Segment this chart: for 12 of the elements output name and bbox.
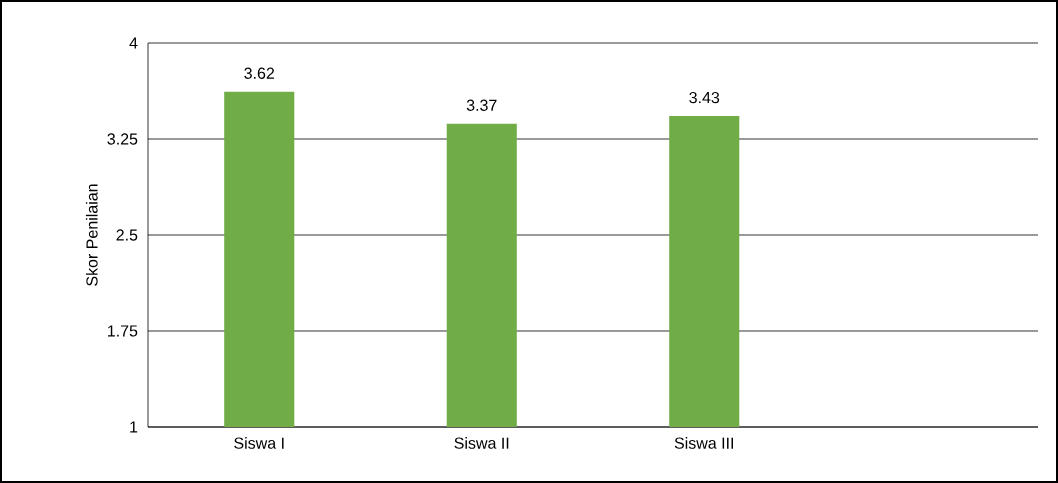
y-tick-label: 2.5 [116,229,138,241]
y-tick-label: 4 [129,37,138,49]
y-tick-label: 3.25 [107,133,138,145]
y-axis-title: Skor Penilaian [85,184,98,286]
data-label: 3.37 [466,99,497,111]
y-tick-label: 1 [130,421,138,433]
data-label: 3.43 [689,91,720,104]
x-tick-label: Siswa III [674,437,733,449]
y-tick-label: 1.75 [108,325,138,337]
data-label: 3.62 [244,67,275,79]
x-tick-label: Siswa I [234,437,284,449]
x-tick-label: Siswa II [454,437,509,449]
